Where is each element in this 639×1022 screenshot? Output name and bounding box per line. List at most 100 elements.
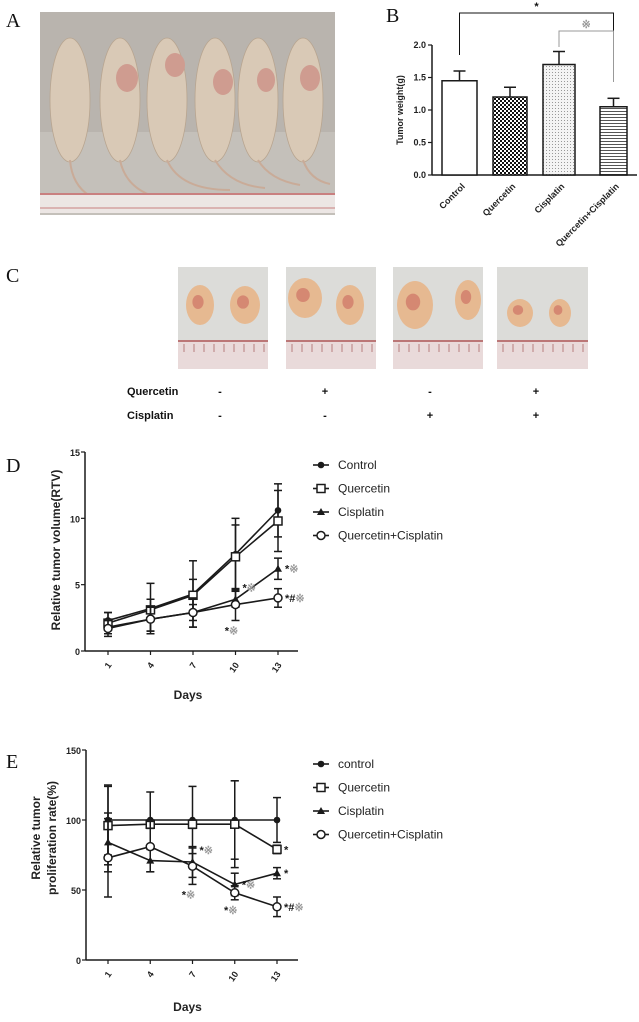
x-axis-label: Days [174,688,203,702]
legend-label: Cisplatin [338,505,384,519]
significance-mark: * [534,1,539,13]
data-point [272,844,282,855]
data-point [187,861,198,871]
tumor-photo [286,267,376,369]
legend-label: Quercetin+Cisplatin [338,529,443,543]
y-tick-label: 0.5 [413,138,426,148]
tumor-proliferation-chart: 0 50 100 150 1 4 7 10 13 Days Relative tumor prolif… [29,746,443,1014]
significance-annotation: * [284,844,289,856]
tumor-photos [178,267,588,369]
y-tick-label: 150 [66,746,81,756]
data-point [273,516,283,526]
quercetin-sign: - [428,386,432,398]
data-point [103,853,113,863]
significance-annotation: *※ [243,582,257,594]
x-axis-label: Days [173,1000,202,1014]
x-tick-label: 7 [187,969,198,979]
panel-label-b: B [386,5,399,27]
significance-annotation: *#※ [285,593,305,605]
x-tick-label: Cisplatin [532,181,566,215]
legend-label: Quercetin [338,482,390,496]
legend-marker [317,807,325,814]
x-tick-label: Quercetin [481,181,518,218]
y-tick-label: 0.0 [413,170,426,180]
significance-bracket [558,30,614,82]
panel-label-c: C [6,265,19,287]
y-tick-label: 100 [66,816,81,826]
series-quercetin-cisplatin [103,817,282,918]
x-tick-label: 10 [227,660,241,674]
y-tick-label: 50 [71,886,81,896]
relative-tumor-volume-chart: 0 5 10 15 1 4 7 10 13 Days Relative tumor volume(R… [49,448,443,702]
cisplatin-sign: + [427,410,433,422]
legend-marker [317,508,325,515]
bar-quercetin [492,96,528,176]
x-tick-label: 13 [269,969,283,983]
significance-annotation: * [284,868,289,880]
y-tick-label: 2.0 [413,40,426,50]
x-tick-label: 4 [145,969,156,979]
y-tick-label: 0 [76,956,81,966]
cisplatin-sign: - [218,410,222,422]
legend-marker [316,829,326,840]
legend-label: Quercetin [338,781,390,795]
legend-marker [316,782,326,793]
row-label-quercetin: Quercetin [127,386,179,398]
x-tick-label: 10 [226,969,240,983]
data-point [230,819,240,829]
y-tick-label: 0 [75,647,80,657]
data-point [188,607,198,618]
tumor-photo [178,267,268,369]
data-point [273,816,281,824]
data-point [145,841,155,852]
cisplatin-sign: + [533,410,539,422]
tumor-photo [497,267,588,369]
y-tick-label: 5 [75,581,80,591]
significance-annotation: *※ [242,879,256,891]
significance-annotation: *※ [200,845,214,857]
tumor-photo [393,267,483,369]
x-tick-label: 1 [103,969,114,979]
significance-annotation: *※ [182,889,196,901]
y-tick-label: 10 [70,514,80,524]
y-axis-label: Relative tumor [29,796,43,880]
legend-marker [316,530,326,541]
data-point [272,902,282,912]
significance-annotation: *※ [225,625,239,637]
legend-label: Cisplatin [338,804,384,818]
data-point [230,552,241,562]
bar-cisplatin [542,63,576,176]
legend-marker [316,483,326,494]
quercetin-sign: + [533,386,539,398]
panel-label-e: E [6,751,18,773]
x-tick-label: Quercetin+Cisplatin [554,181,621,248]
treatment-signs: - - + - - + + + [218,386,539,422]
y-tick-label: 15 [70,448,80,458]
cisplatin-sign: - [323,410,327,422]
quercetin-sign: - [218,386,222,398]
data-point [273,593,283,603]
data-point [230,599,241,610]
bar-quercetin-cisplatin [599,106,628,176]
x-tick-label: 1 [103,660,114,670]
significance-annotation: *※ [285,564,299,576]
panel-label-a: A [6,10,21,32]
significance-mark: ※ [582,19,591,31]
data-point [145,614,156,624]
x-tick-label: 13 [270,660,284,674]
y-axis-label: proliferation rate(%) [45,781,59,895]
y-tick-label: 1.5 [413,73,426,83]
series-quercetin-cisplatin [103,587,283,638]
legend-label: Quercetin+Cisplatin [338,828,443,842]
tumor-weight-chart: 0.0 0.5 1.0 1.5 2.0 Tumor weight(g) Control Que… [395,1,637,249]
legend-label: Control [338,458,377,472]
data-point [230,888,240,898]
quercetin-sign: + [322,386,328,398]
bar-control [441,80,478,176]
y-tick-label: 1.0 [413,105,426,115]
legend-marker [317,461,325,469]
x-tick-label: 4 [145,660,156,670]
significance-annotation: *※ [224,905,238,917]
y-axis-label: Relative tumor volume(RTV) [49,470,63,631]
